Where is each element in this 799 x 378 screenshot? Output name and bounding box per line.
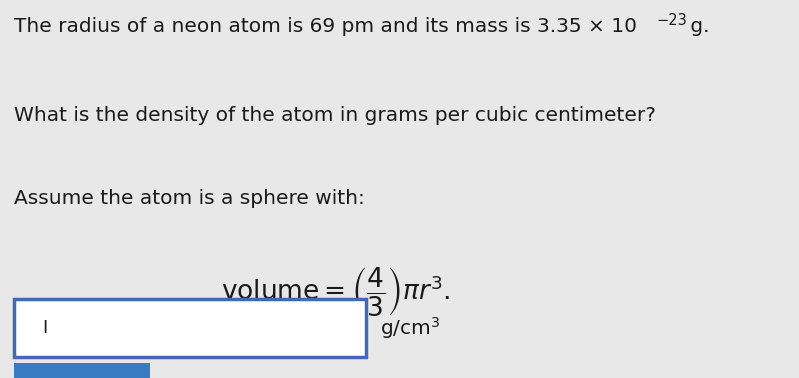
Text: g/cm$^3$: g/cm$^3$ [380, 315, 440, 341]
FancyBboxPatch shape [14, 363, 150, 378]
Text: I: I [42, 319, 48, 337]
Text: The radius of a neon atom is 69 pm and its mass is 3.35 × 10: The radius of a neon atom is 69 pm and i… [14, 17, 638, 36]
Text: −23: −23 [657, 13, 687, 28]
Text: g.: g. [684, 17, 710, 36]
FancyBboxPatch shape [14, 299, 366, 357]
Text: $\mathrm{volume} = \left(\dfrac{4}{3}\right)\pi r^3.$: $\mathrm{volume} = \left(\dfrac{4}{3}\ri… [221, 265, 451, 318]
Text: Assume the atom is a sphere with:: Assume the atom is a sphere with: [14, 189, 365, 208]
Text: What is the density of the atom in grams per cubic centimeter?: What is the density of the atom in grams… [14, 106, 656, 125]
